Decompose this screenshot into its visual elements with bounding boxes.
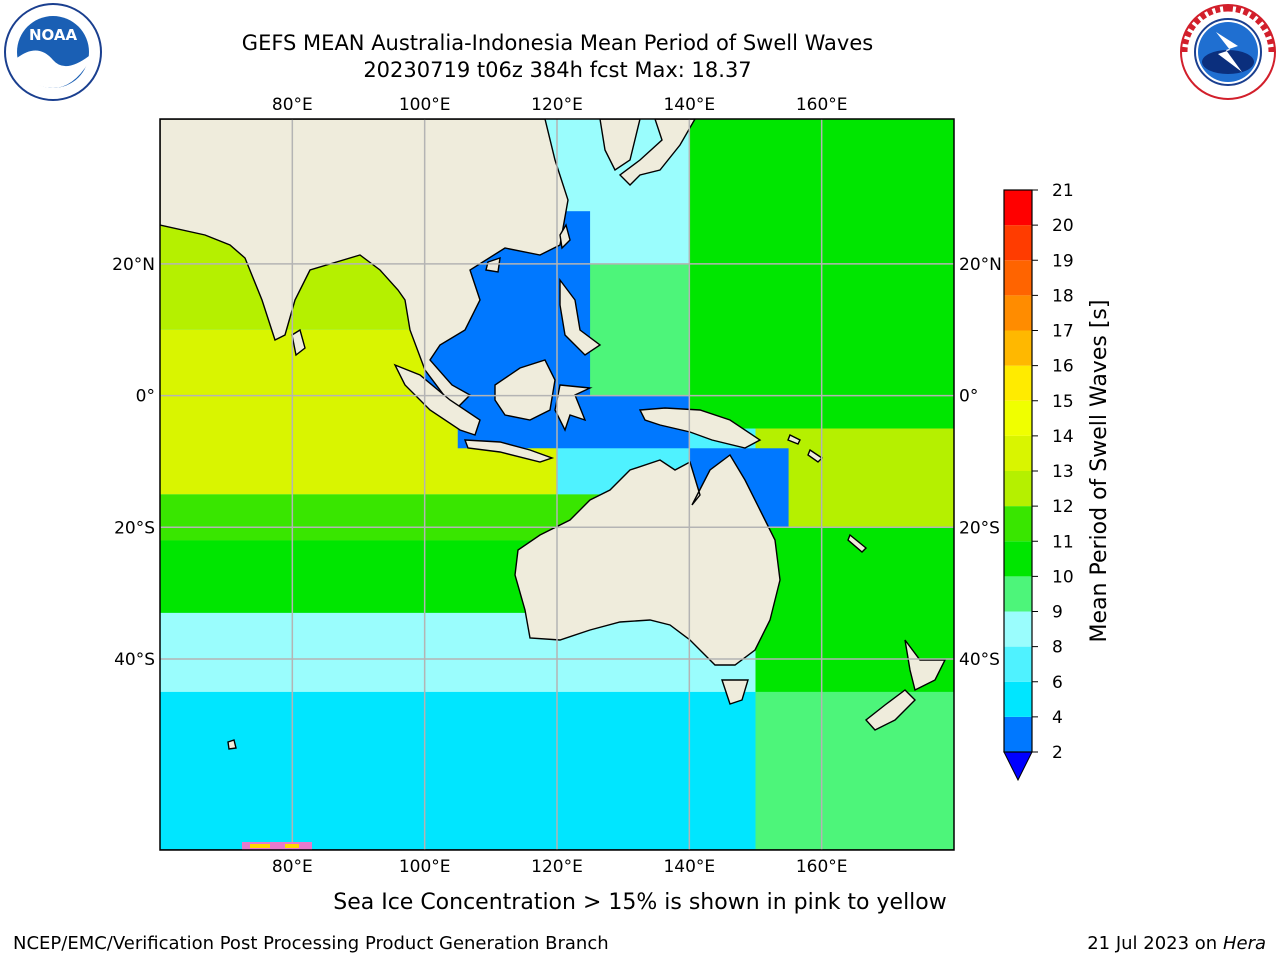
map-frame — [159, 118, 955, 851]
field-region — [160, 612, 756, 692]
land-nz-north — [904, 639, 947, 692]
lon-tick-label-bottom: 140°E — [663, 857, 715, 877]
colorbar-segment — [1004, 611, 1032, 647]
colorbar-segment — [1004, 576, 1032, 612]
lon-tick-label-bottom: 100°E — [399, 857, 451, 877]
land-hainan — [485, 256, 501, 273]
colorbar-segment — [1004, 225, 1032, 261]
colorbar-segment — [1004, 400, 1032, 436]
colorbar-tick-label: 18 — [1052, 286, 1074, 306]
land-nz-south — [864, 689, 916, 731]
land-solomons — [787, 434, 824, 463]
land-new-caledonia — [847, 533, 868, 553]
colorbar-tick-label: 21 — [1052, 181, 1074, 201]
land-java — [463, 439, 555, 463]
land-taiwan — [559, 223, 571, 250]
colorbar-tick-label: 19 — [1052, 251, 1074, 271]
land-borneo — [494, 359, 556, 421]
colorbar-tick-label: 4 — [1052, 708, 1063, 728]
noaa-logo-text: NOAA — [29, 26, 78, 44]
lat-tick-label-right: 0° — [959, 387, 978, 407]
colorbar-tick-label: 13 — [1052, 462, 1074, 482]
lon-tick-label-top: 160°E — [796, 95, 848, 115]
colorbar-segment — [1004, 716, 1032, 752]
land-new-guinea — [638, 407, 762, 449]
land-korea — [599, 119, 641, 172]
land-philippines — [559, 277, 602, 356]
colorbar-segment — [1004, 506, 1032, 542]
lat-tick-label-right: 20°S — [959, 518, 1000, 538]
colorbar-segment — [1004, 541, 1032, 577]
sea-ice — [242, 842, 312, 850]
colorbar-tick-label: 6 — [1052, 673, 1063, 693]
lon-tick-label-bottom: 80°E — [272, 857, 313, 877]
land-sumatra — [393, 363, 481, 436]
colorbar-tick-label: 9 — [1052, 603, 1063, 623]
footer-right: 21 Jul 2023 on Hera — [1087, 933, 1266, 954]
colorbar-tick-label: 12 — [1052, 497, 1074, 517]
chart-subtitle: 20230719 t06z 384h fcst Max: 18.37 — [363, 58, 752, 82]
lat-tick-label-left: 20°S — [114, 518, 155, 538]
lon-tick-label-top: 80°E — [272, 95, 313, 115]
lat-tick-label-right: 40°S — [959, 650, 1000, 670]
field-region — [755, 691, 954, 850]
land-japan — [618, 119, 696, 186]
lat-tick-label-left: 0° — [136, 387, 155, 407]
sea-ice-caption: Sea Ice Concentration > 15% is shown in … — [333, 890, 947, 915]
lat-tick-label-right: 20°N — [959, 255, 1002, 275]
lon-tick-label-top: 140°E — [663, 95, 715, 115]
field-region — [160, 691, 756, 850]
colorbar-segment — [1004, 471, 1032, 507]
colorbar-under-arrow — [1003, 751, 1033, 782]
colorbar-segment — [1004, 190, 1032, 226]
colorbar-segment — [1004, 435, 1032, 471]
lon-tick-label-top: 120°E — [531, 95, 583, 115]
colorbar-tick-label: 10 — [1052, 567, 1074, 587]
colorbar-tick-label: 8 — [1052, 638, 1063, 658]
colorbar-tick-label: 20 — [1052, 216, 1074, 236]
colorbar-segment — [1004, 260, 1032, 296]
lat-tick-label-left: 20°N — [112, 255, 155, 275]
colorbar-segment — [1004, 365, 1032, 401]
colorbar-tick-label: 16 — [1052, 357, 1074, 377]
colorbar-segment — [1004, 295, 1032, 331]
nws-logo — [1178, 2, 1278, 102]
lon-tick-label-bottom: 120°E — [531, 857, 583, 877]
lon-tick-label-bottom: 160°E — [796, 857, 848, 877]
footer-date: 21 Jul 2023 on — [1087, 933, 1223, 954]
noaa-logo: NOAA — [3, 2, 103, 102]
lon-tick-label-top: 100°E — [399, 95, 451, 115]
colorbar: 2 4 6 8 9 10 11 12 13 14 15 16 17 18 19 20 21 Mean Period… — [1003, 181, 1112, 782]
colorbar-tick-label: 17 — [1052, 322, 1074, 342]
lat-tick-label-left: 40°S — [114, 650, 155, 670]
colorbar-segment — [1004, 681, 1032, 717]
colorbar-label: Mean Period of Swell Waves [s] — [1087, 300, 1112, 643]
colorbar-tick-label: 15 — [1052, 392, 1074, 412]
chart-title: GEFS MEAN Australia-Indonesia Mean Perio… — [241, 31, 874, 55]
colorbar-tick-label: 14 — [1052, 427, 1074, 447]
colorbar-segment — [1004, 330, 1032, 366]
colorbar-tick-label: 11 — [1052, 532, 1074, 552]
colorbar-segment — [1004, 646, 1032, 682]
land-australia — [514, 453, 781, 666]
land-sri-lanka — [291, 328, 306, 357]
land-heard-island — [227, 739, 237, 750]
footer-host: Hera — [1222, 933, 1266, 954]
footer-left: NCEP/EMC/Verification Post Processing Pr… — [13, 933, 609, 954]
colorbar-tick-label: 2 — [1052, 743, 1063, 763]
land-tasmania — [721, 679, 749, 705]
